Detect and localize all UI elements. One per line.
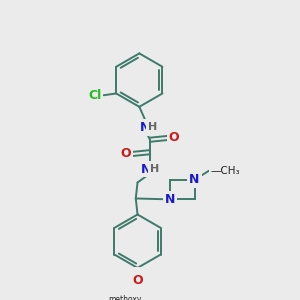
Text: N: N (189, 173, 200, 186)
Text: O: O (121, 148, 131, 160)
Text: N: N (140, 121, 150, 134)
Text: N: N (141, 163, 152, 176)
Text: —CH₃: —CH₃ (211, 166, 240, 176)
Text: N: N (164, 193, 175, 206)
Text: Cl: Cl (88, 89, 101, 102)
Text: O: O (132, 274, 143, 287)
Text: H: H (150, 164, 159, 174)
Text: O: O (169, 131, 179, 145)
Text: H: H (148, 122, 157, 132)
Text: methoxy: methoxy (108, 296, 142, 300)
